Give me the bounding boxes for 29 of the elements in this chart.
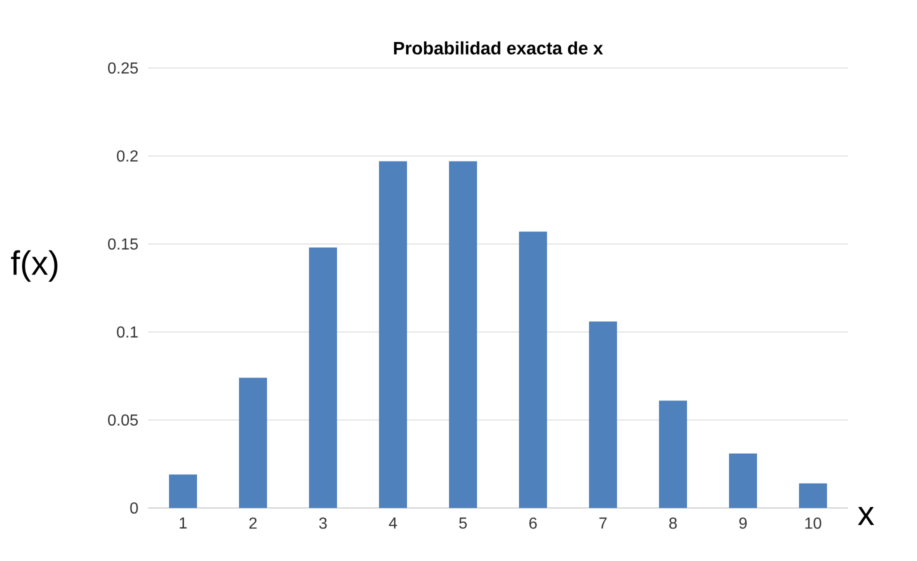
- y-tick-label: 0: [130, 502, 138, 514]
- bar: [449, 161, 478, 508]
- y-tick-label: 0.25: [108, 62, 138, 74]
- x-tick-label: 1: [180, 518, 187, 528]
- x-tick-label: 5: [459, 518, 467, 529]
- bar: [379, 161, 408, 508]
- bar: [659, 400, 688, 508]
- y-tick-label: 0.2: [116, 150, 138, 162]
- bar: [729, 453, 758, 508]
- x-tick-label: 10: [805, 518, 822, 529]
- chart-title: Probabilidad exacta de x: [394, 41, 604, 54]
- x-tick-label: 2: [249, 518, 257, 529]
- bar: [239, 378, 268, 508]
- x-tick-label: 6: [529, 518, 537, 529]
- bar: [589, 321, 618, 508]
- x-axis-title: x: [858, 507, 874, 525]
- x-tick-label: 4: [388, 518, 397, 528]
- bar: [169, 474, 197, 508]
- x-tick-label: 7: [599, 518, 607, 528]
- x-tick-label: 8: [669, 518, 677, 529]
- x-tick-label: 9: [739, 518, 747, 529]
- y-tick-label: 0.05: [108, 414, 138, 426]
- bar: [519, 232, 548, 508]
- x-tick-label: 3: [319, 518, 327, 529]
- y-tick-label: 0.15: [108, 238, 138, 250]
- y-axis-title: f(x): [11, 250, 58, 282]
- bar: [309, 248, 338, 508]
- y-tick-label: 0.1: [116, 326, 138, 338]
- bar: [799, 483, 828, 508]
